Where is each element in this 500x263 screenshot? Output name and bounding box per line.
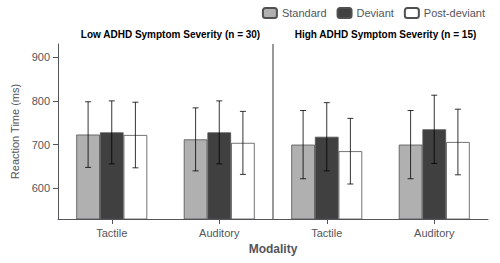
svg-text:800: 800 xyxy=(32,95,50,107)
svg-text:Low ADHD Symptom Severity (n =: Low ADHD Symptom Severity (n = 30) xyxy=(81,29,260,40)
svg-text:Auditory: Auditory xyxy=(414,227,455,239)
svg-text:600: 600 xyxy=(32,182,50,194)
svg-text:Auditory: Auditory xyxy=(199,227,240,239)
svg-text:Standard: Standard xyxy=(282,7,327,19)
svg-text:Post-deviant: Post-deviant xyxy=(424,7,485,19)
svg-text:Deviant: Deviant xyxy=(357,7,394,19)
svg-text:High ADHD Symptom Severity (n: High ADHD Symptom Severity (n = 15) xyxy=(295,29,477,40)
svg-text:Tactile: Tactile xyxy=(96,227,127,239)
svg-text:Reaction Time (ms): Reaction Time (ms) xyxy=(9,84,21,179)
svg-text:700: 700 xyxy=(32,139,50,151)
svg-text:Modality: Modality xyxy=(249,242,298,256)
svg-text:Tactile: Tactile xyxy=(311,227,342,239)
svg-text:900: 900 xyxy=(32,51,50,63)
